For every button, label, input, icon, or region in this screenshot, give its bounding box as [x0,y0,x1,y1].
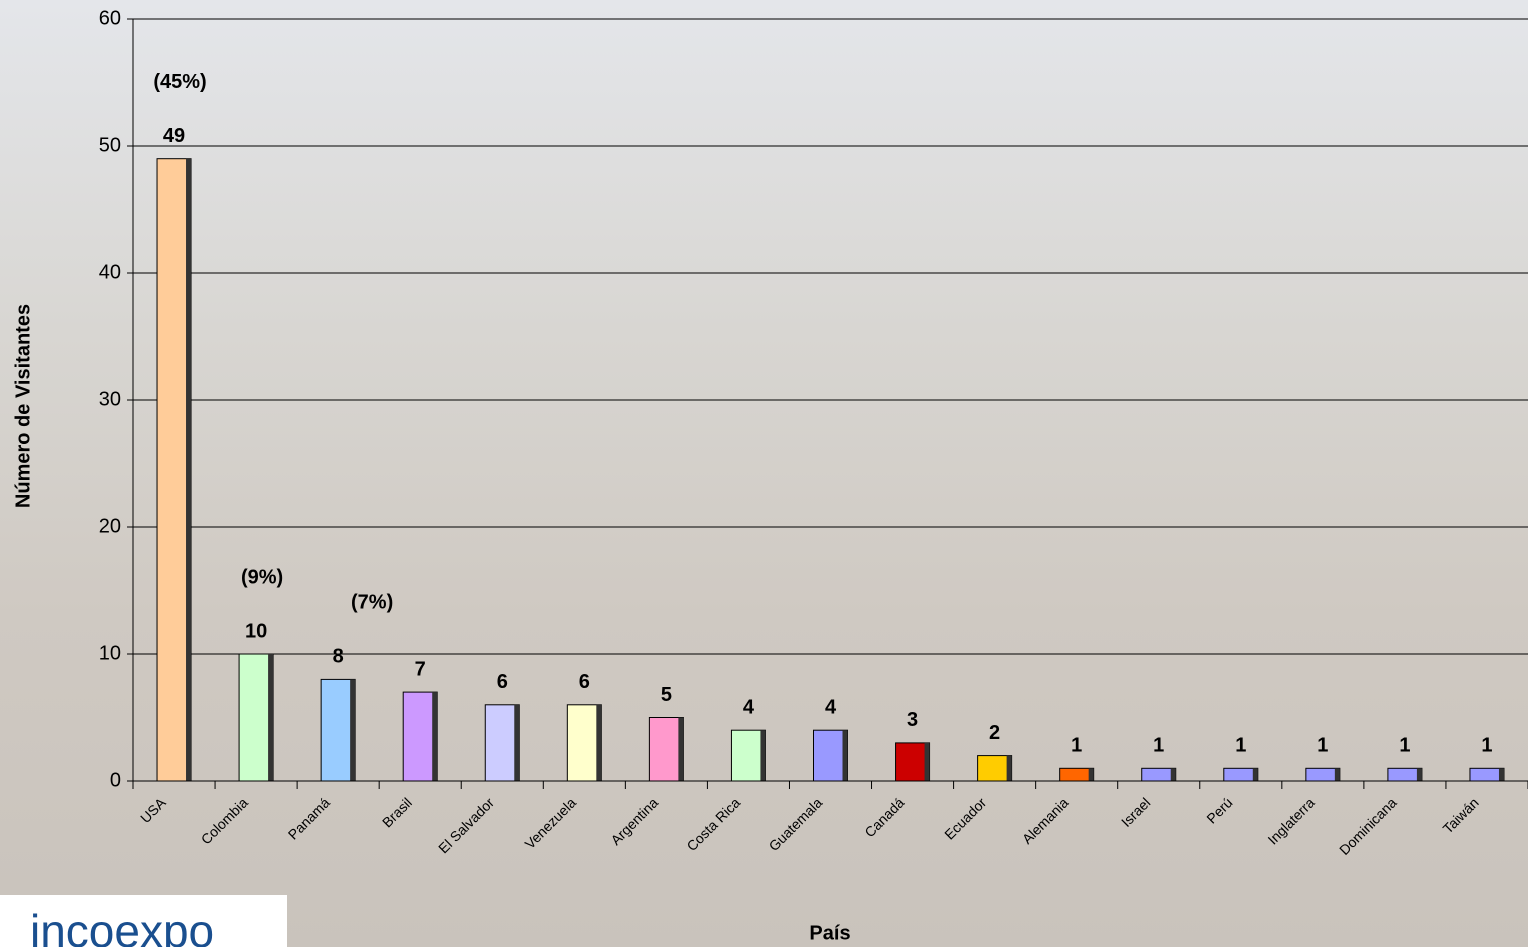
x-tick-label: Taiwán [1440,794,1482,836]
y-tick-label: 30 [99,388,121,410]
y-tick-label: 50 [99,134,121,156]
bar [977,755,1013,782]
y-tick-label: 40 [99,261,121,283]
bar-side [842,730,848,781]
x-tick-label: Alemania [1019,794,1072,847]
x-tick-label: Argentina [607,794,661,848]
x-tick-label: Costa Rica [683,794,743,854]
value-label: 1 [1399,735,1410,757]
x-tick-label: Dominicana [1336,794,1400,858]
y-tick-label: 20 [99,515,121,537]
bar [1305,767,1341,782]
bar-side [1252,768,1258,781]
x-tick-label: Colombia [198,794,251,847]
bar-side [678,717,684,781]
bar-side [596,704,602,781]
bar-side [1416,768,1422,781]
x-tick-label: Canadá [861,794,907,840]
bar-side [350,679,356,781]
bar [1141,767,1177,782]
bar-side [268,654,274,781]
value-label: 2 [989,722,1000,744]
bar [1387,767,1423,782]
x-tick-label: Israel [1118,794,1154,830]
x-tick-label: Ecuador [941,794,989,842]
bar-side [1006,755,1012,781]
bar-side [432,692,438,781]
bar [1469,767,1505,782]
annotation: (7%) [351,592,393,614]
value-label: 6 [497,671,508,693]
y-axis-title: Número de Visitantes [12,304,34,508]
value-label: 10 [245,620,267,642]
bar-side [760,730,766,781]
x-tick-label: El Salvador [435,794,497,856]
bar [895,742,931,782]
y-tick-label: 0 [110,769,121,791]
bar [238,653,274,782]
value-label: 3 [907,709,918,731]
bar-side [1334,768,1340,781]
x-tick-label: USA [137,794,169,826]
logo: incoexpo [30,905,214,947]
value-label: 8 [333,646,344,668]
y-tick-label: 10 [99,642,121,664]
bar [566,704,602,782]
bar [813,729,848,782]
value-label: 49 [163,125,185,147]
x-tick-label: Inglaterra [1264,794,1317,847]
bar [1059,767,1095,782]
bar [320,678,356,782]
x-tick-label: Panamá [285,794,333,842]
annotation: (45%) [153,71,206,93]
bar-side [514,704,520,781]
bar [730,729,766,782]
bar-side [1170,768,1176,781]
bar-side [186,158,192,781]
bar [156,158,192,782]
bar-side [1088,768,1094,781]
bar-side [1498,768,1504,781]
value-label: 4 [743,696,755,718]
x-tick-label: Guatemala [766,794,826,854]
value-label: 4 [825,696,837,718]
x-tick-label: Venezuela [522,794,580,852]
bar [1223,767,1259,782]
x-tick-label: Perú [1203,794,1235,826]
value-label: 1 [1235,735,1246,757]
value-label: 1 [1071,735,1082,757]
value-label: 1 [1317,735,1328,757]
value-label: 5 [661,684,672,706]
value-label: 7 [415,658,426,680]
annotation: (9%) [241,566,283,588]
x-axis-title: País [809,922,850,944]
value-label: 1 [1153,735,1164,757]
bar [402,691,438,782]
logo-box [0,895,287,947]
x-tick-label: Brasil [379,794,415,830]
bar [648,717,684,782]
value-label: 1 [1481,735,1492,757]
value-label: 6 [579,671,590,693]
bar [484,704,520,782]
bar-side [924,742,930,781]
y-tick-label: 60 [99,7,121,29]
